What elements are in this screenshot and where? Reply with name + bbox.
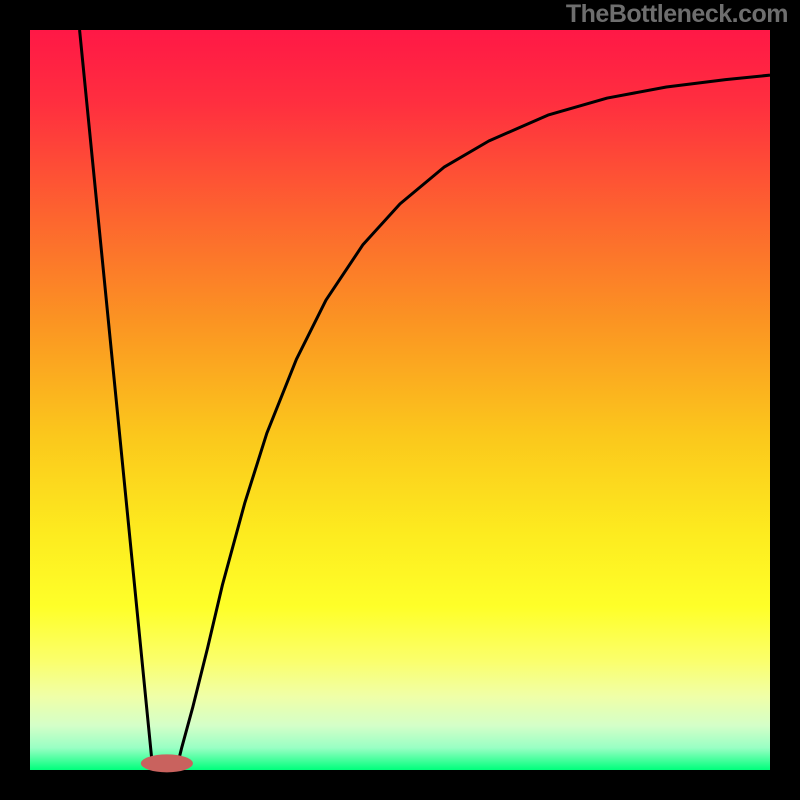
watermark-text: TheBottleneck.com	[566, 0, 788, 29]
chart-container: TheBottleneck.com	[0, 0, 800, 800]
optimal-marker	[141, 754, 193, 772]
bottleneck-chart	[0, 0, 800, 800]
